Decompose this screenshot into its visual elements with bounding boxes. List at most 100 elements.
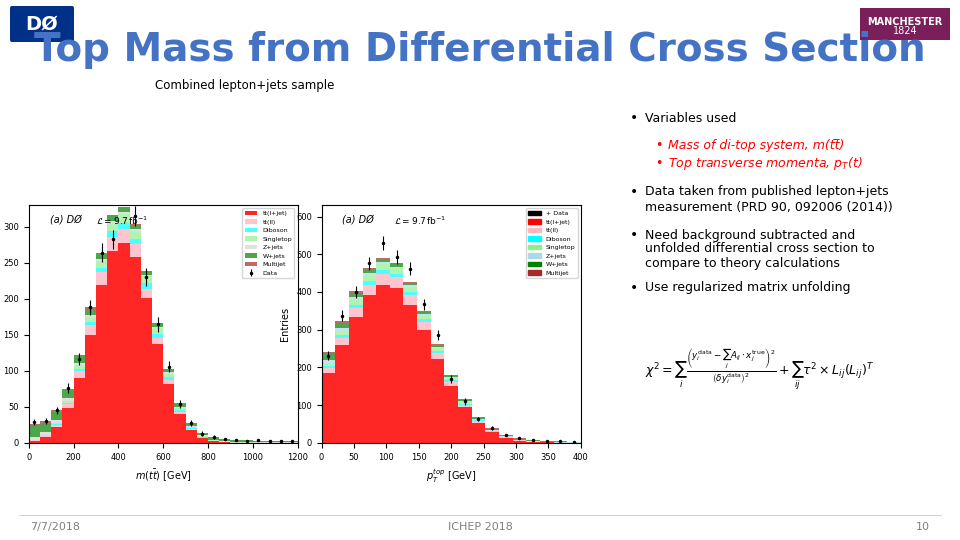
Bar: [390, 262, 403, 264]
Bar: [348, 300, 363, 305]
Bar: [431, 348, 444, 350]
Bar: [141, 276, 152, 284]
Bar: [403, 287, 417, 292]
Text: 7/7/2018: 7/7/2018: [30, 522, 80, 532]
Bar: [197, 438, 208, 443]
Bar: [486, 431, 499, 433]
Bar: [431, 344, 444, 345]
Bar: [242, 441, 252, 442]
Bar: [486, 429, 499, 430]
Bar: [152, 345, 163, 443]
Bar: [141, 298, 152, 443]
Bar: [118, 214, 130, 223]
Text: compare to theory calculations: compare to theory calculations: [645, 256, 840, 269]
Bar: [29, 426, 40, 436]
Bar: [185, 428, 197, 429]
Bar: [322, 373, 335, 443]
Bar: [62, 389, 74, 390]
Bar: [458, 400, 471, 401]
Bar: [458, 405, 471, 407]
Bar: [335, 335, 348, 338]
Bar: [62, 403, 74, 404]
Bar: [84, 335, 96, 443]
Bar: [130, 231, 141, 239]
Bar: [96, 272, 108, 285]
Bar: [51, 425, 62, 427]
Bar: [96, 259, 108, 261]
Bar: [163, 374, 175, 377]
Bar: [444, 386, 458, 443]
Bar: [417, 322, 431, 330]
Bar: [335, 323, 348, 328]
Bar: [40, 422, 51, 432]
Bar: [363, 273, 376, 275]
Bar: [513, 438, 526, 440]
Bar: [376, 262, 390, 264]
Bar: [29, 441, 40, 443]
Bar: [130, 257, 141, 443]
Text: unfolded differential cross section to: unfolded differential cross section to: [645, 242, 875, 255]
Bar: [118, 228, 130, 243]
Bar: [130, 229, 141, 231]
Bar: [74, 363, 84, 366]
Bar: [458, 401, 471, 402]
Text: 1824: 1824: [893, 26, 918, 36]
Bar: [431, 350, 444, 353]
Bar: [40, 437, 51, 443]
Bar: [108, 217, 118, 221]
Text: •: •: [655, 157, 662, 170]
Text: (a) DØ: (a) DØ: [343, 215, 374, 225]
Bar: [197, 436, 208, 437]
Bar: [390, 288, 403, 443]
Bar: [513, 441, 526, 443]
Bar: [130, 239, 141, 245]
Bar: [62, 390, 74, 398]
Bar: [417, 312, 431, 314]
Bar: [417, 315, 431, 319]
Bar: [197, 433, 208, 435]
Bar: [84, 325, 96, 335]
FancyBboxPatch shape: [10, 6, 74, 42]
Bar: [322, 366, 335, 368]
Bar: [40, 436, 51, 437]
Bar: [348, 291, 363, 293]
Bar: [363, 275, 376, 281]
Bar: [458, 407, 471, 443]
Bar: [108, 215, 118, 217]
Bar: [62, 401, 74, 403]
Bar: [348, 305, 363, 308]
Bar: [130, 245, 141, 257]
Bar: [417, 311, 431, 312]
Text: measurement (PRD 90, 092006 (2014)): measurement (PRD 90, 092006 (2014)): [645, 200, 893, 213]
Bar: [540, 441, 554, 442]
Bar: [458, 403, 471, 405]
Bar: [163, 373, 175, 374]
Bar: [96, 254, 108, 259]
Text: •: •: [630, 111, 638, 125]
Bar: [108, 232, 118, 237]
Text: Variables used: Variables used: [645, 111, 736, 125]
Bar: [526, 442, 540, 443]
Bar: [51, 423, 62, 424]
Bar: [363, 285, 376, 295]
Bar: [118, 207, 130, 208]
Bar: [152, 334, 163, 338]
Bar: [403, 295, 417, 305]
Bar: [322, 353, 335, 360]
Bar: [348, 308, 363, 317]
Bar: [390, 274, 403, 278]
Bar: [486, 433, 499, 443]
Y-axis label: Entries: Entries: [280, 307, 291, 341]
Bar: [471, 419, 486, 420]
Bar: [444, 378, 458, 380]
Bar: [444, 382, 458, 386]
Bar: [96, 253, 108, 254]
Bar: [185, 426, 197, 427]
Bar: [486, 430, 499, 431]
Bar: [51, 412, 62, 421]
Text: Mass of di-top system, m(tt̅): Mass of di-top system, m(tt̅): [668, 138, 845, 152]
Bar: [444, 375, 458, 377]
Bar: [197, 435, 208, 436]
Bar: [185, 430, 197, 443]
Bar: [860, 8, 950, 40]
